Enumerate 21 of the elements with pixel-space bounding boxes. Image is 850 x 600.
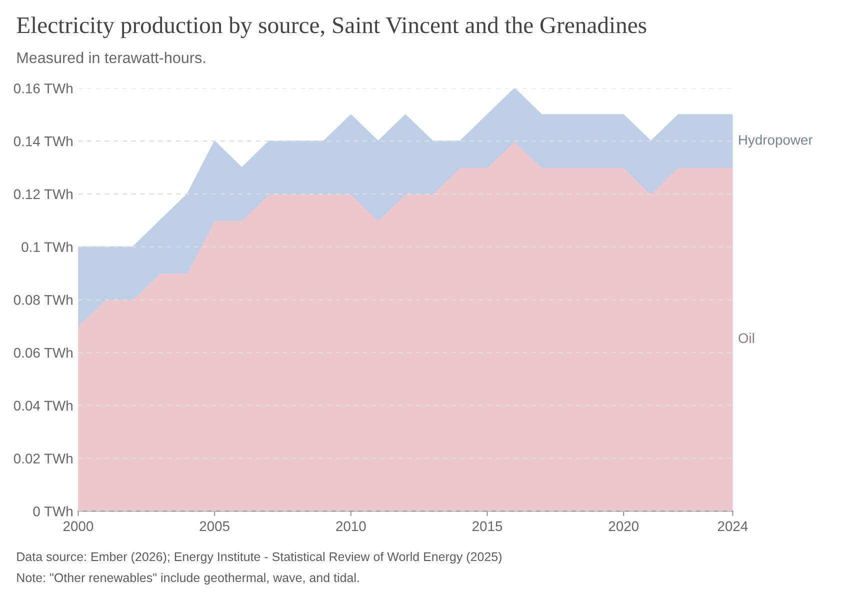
chart-title: Electricity production by source, Saint Vincent and the Grenadines	[16, 16, 646, 38]
x-tick-label: 2005	[200, 521, 230, 532]
y-tick-label: 0 TWh	[33, 506, 72, 516]
x-tick-label: 2000	[63, 521, 94, 532]
y-tick-label: 0.16 TWh	[14, 83, 72, 94]
y-tick-label: 0.06 TWh	[14, 348, 72, 358]
x-tick-label: 2024	[718, 521, 748, 532]
text: Note: "Other renewables" include geothermal, wave, and tidal.	[17, 572, 359, 585]
series-label: Oil	[738, 332, 754, 344]
y-tick-label: 0.02 TWh	[14, 453, 72, 464]
x-tick-label: 2015	[472, 521, 502, 532]
y-tick-label: 0.12 TWh	[14, 188, 72, 200]
source-note: Data source: Ember (2026); Energy Institute - Statistical Review of World Energy (2025)	[17, 552, 502, 564]
chart-subtitle: Measured in terawatt-hours.	[17, 52, 205, 64]
y-tick-label: 0.14 TWh	[14, 136, 72, 146]
y-tick-label: 0.1 TWh	[22, 242, 72, 252]
series-label: Hydropower	[739, 134, 813, 148]
y-tick-label: 0.04 TWh	[14, 400, 72, 411]
x-tick-label: 2020	[608, 521, 639, 532]
y-tick-label: 0.08 TWh	[14, 294, 72, 305]
x-tick-label: 2010	[336, 521, 366, 532]
